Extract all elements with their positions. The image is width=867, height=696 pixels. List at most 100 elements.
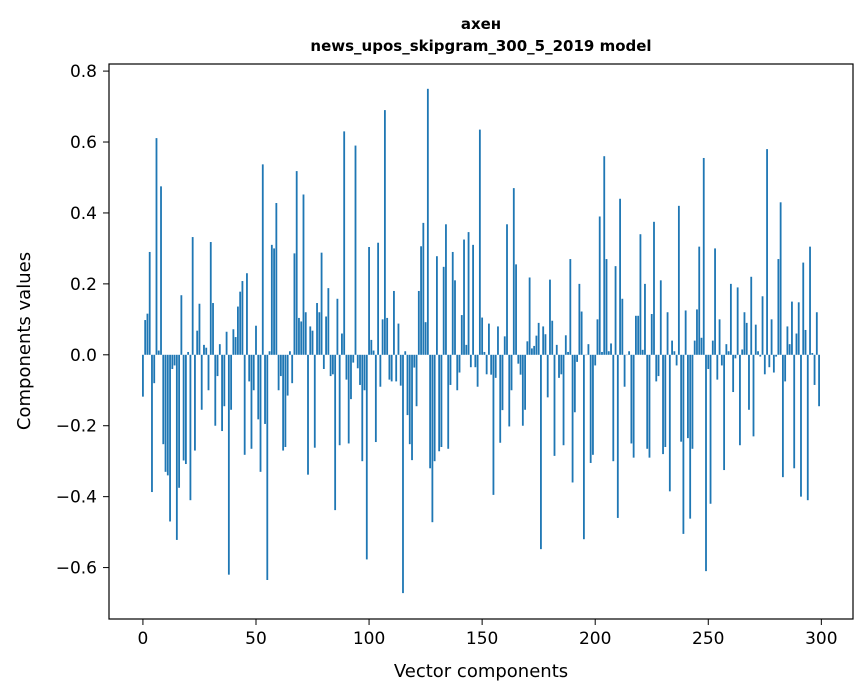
bar-274 — [761, 296, 764, 355]
bar-23 — [194, 354, 196, 451]
bar-70 — [300, 321, 303, 355]
y-tick-label: −0.4 — [56, 488, 97, 508]
bar-186 — [562, 354, 565, 446]
bar-279 — [772, 354, 775, 373]
bar-15 — [175, 354, 178, 540]
bar-114 — [399, 354, 402, 386]
bar-284 — [784, 354, 787, 382]
bar-202 — [598, 216, 601, 355]
bar-145 — [469, 354, 472, 368]
bar-178 — [544, 334, 547, 355]
bar-210 — [616, 354, 619, 518]
x-axis-label: Vector components — [394, 661, 568, 682]
bar-106 — [381, 319, 384, 355]
bar-295 — [809, 246, 811, 355]
bar-159 — [501, 354, 504, 411]
bar-132 — [440, 354, 443, 447]
bar-243 — [691, 354, 694, 449]
bar-198 — [589, 354, 592, 463]
bar-60 — [277, 354, 280, 391]
bar-152 — [485, 354, 488, 375]
bar-134 — [445, 224, 447, 355]
bar-292 — [802, 262, 805, 355]
bar-54 — [264, 354, 266, 424]
bar-244 — [693, 340, 696, 355]
bar-111 — [393, 290, 395, 355]
bar-233 — [668, 354, 671, 492]
bar-220 — [639, 234, 642, 355]
bar-119 — [411, 354, 413, 461]
bar-184 — [558, 354, 560, 378]
bar-160 — [503, 336, 506, 355]
bar-24 — [196, 330, 199, 355]
bar-130 — [436, 256, 438, 355]
bar-176 — [540, 354, 542, 550]
bar-138 — [454, 280, 456, 355]
bar-271 — [754, 324, 757, 355]
bar-36 — [223, 354, 226, 407]
bar-8 — [160, 186, 162, 355]
bar-262 — [734, 354, 737, 359]
bar-49 — [252, 354, 255, 391]
bar-47 — [248, 354, 251, 382]
bar-163 — [510, 354, 513, 391]
bar-65 — [289, 351, 291, 355]
bar-125 — [424, 322, 427, 355]
bar-296 — [811, 353, 814, 355]
bar-208 — [612, 354, 615, 462]
bar-221 — [641, 349, 644, 355]
bar-63 — [284, 354, 287, 447]
bar-231 — [664, 354, 667, 447]
bar-181 — [551, 320, 554, 355]
bar-16 — [178, 354, 181, 488]
bar-37 — [225, 331, 228, 355]
bar-167 — [519, 354, 522, 375]
bar-5 — [153, 354, 156, 384]
bar-35 — [221, 354, 223, 432]
bar-94 — [354, 145, 357, 355]
bar-172 — [530, 348, 533, 355]
bar-209 — [614, 266, 617, 355]
bar-104 — [377, 242, 380, 355]
bar-154 — [490, 354, 493, 375]
bar-99 — [365, 354, 368, 560]
bar-68 — [295, 171, 298, 355]
bar-2 — [146, 313, 149, 355]
bar-219 — [637, 315, 640, 355]
bar-69 — [298, 317, 300, 355]
bar-225 — [650, 314, 653, 355]
bar-43 — [239, 291, 242, 355]
bar-14 — [173, 354, 176, 366]
bar-146 — [472, 244, 474, 355]
bar-254 — [716, 354, 719, 380]
bar-21 — [189, 354, 192, 501]
bar-180 — [549, 279, 551, 355]
bar-252 — [711, 340, 714, 355]
bar-45 — [243, 354, 246, 455]
bar-213 — [623, 354, 626, 387]
bar-218 — [635, 315, 637, 355]
bar-157 — [497, 326, 499, 355]
bar-267 — [745, 322, 748, 355]
bar-283 — [781, 354, 784, 478]
bar-127 — [429, 354, 432, 469]
bar-216 — [630, 354, 633, 444]
bar-161 — [506, 224, 508, 355]
bar-238 — [680, 354, 683, 442]
bar-58 — [273, 248, 275, 355]
bar-26 — [200, 354, 203, 410]
bar-260 — [729, 283, 732, 355]
bar-128 — [431, 354, 434, 523]
bar-173 — [533, 345, 536, 355]
bar-142 — [463, 239, 465, 355]
bar-12 — [169, 354, 171, 522]
bar-74 — [309, 326, 312, 355]
bar-298 — [815, 312, 818, 355]
bar-117 — [406, 354, 409, 416]
bar-135 — [447, 354, 450, 449]
bar-236 — [675, 354, 678, 366]
bar-109 — [388, 354, 391, 380]
bar-290 — [797, 302, 800, 355]
bar-174 — [535, 335, 538, 355]
bar-6 — [155, 138, 158, 355]
